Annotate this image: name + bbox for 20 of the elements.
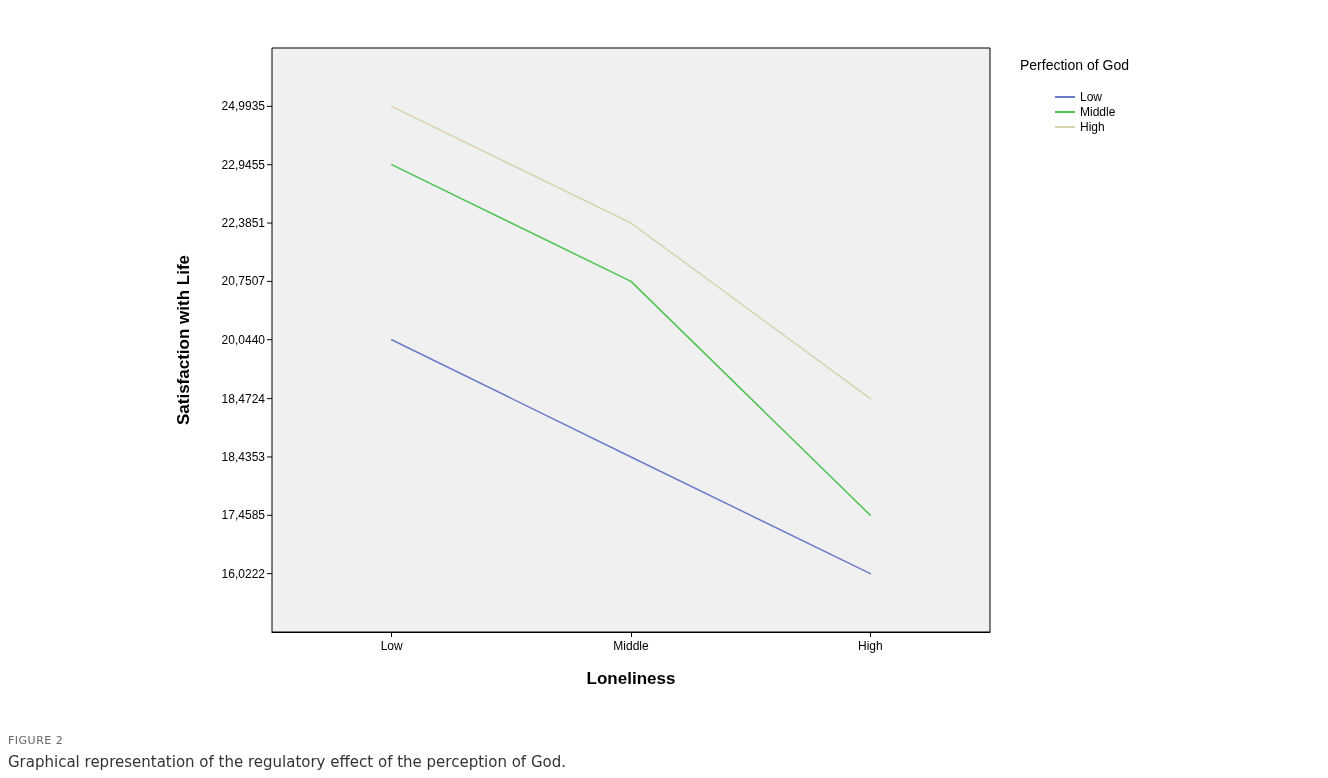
text: 20,7507: [221, 274, 266, 289]
text: Graphical representation of the regulatory effect of the perception of God.: [8, 753, 566, 771]
x-tick-label: Middle: [613, 639, 649, 653]
text: 24,9935: [221, 99, 266, 114]
text: 20,0440: [221, 332, 266, 347]
x-axis-title: Loneliness: [586, 669, 676, 688]
legend-label: Low: [1080, 90, 1103, 104]
text: 22,3851: [221, 216, 266, 231]
text: 18,4724: [221, 391, 266, 406]
legend-title: Perfection of God: [1020, 57, 1129, 73]
x-tick-label: Low: [380, 639, 404, 653]
text: 22,9455: [221, 157, 266, 172]
x-tick-label: High: [857, 639, 883, 653]
text: 18,4353: [221, 449, 266, 464]
text: 17,4585: [221, 508, 266, 523]
y-axis-title: Satisfaction with Life: [173, 254, 193, 426]
text: 16,0222: [221, 566, 266, 581]
legend-label: Middle: [1080, 105, 1116, 119]
legend-label: High: [1080, 120, 1105, 134]
caption: FIGURE 2: [8, 734, 65, 747]
